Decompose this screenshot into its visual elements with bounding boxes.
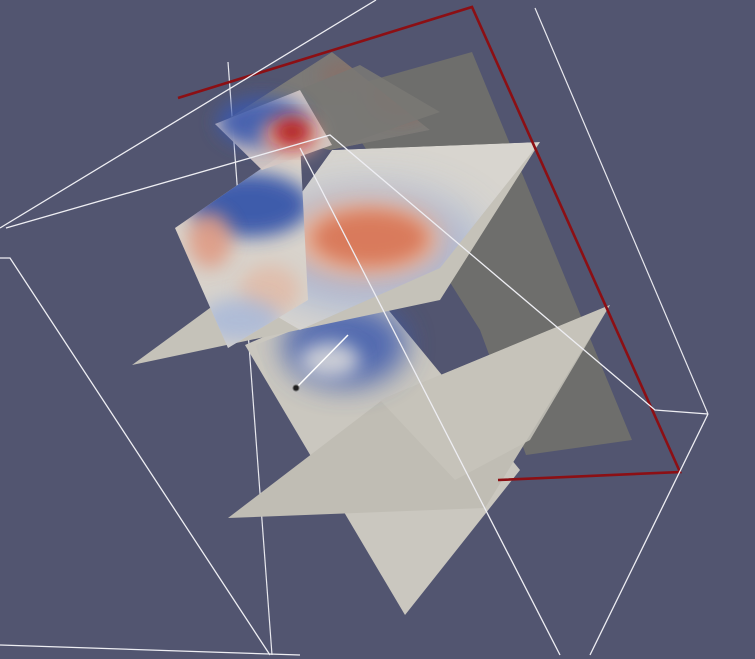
bounding-box-front-edges: [0, 0, 709, 656]
rotation-axis-line: [295, 334, 349, 389]
red-outline-box: [177, 5, 682, 482]
red-hotspot: [272, 118, 312, 146]
rotation-center-icon: [292, 384, 300, 392]
bounding-box-back-edges: [227, 7, 709, 656]
